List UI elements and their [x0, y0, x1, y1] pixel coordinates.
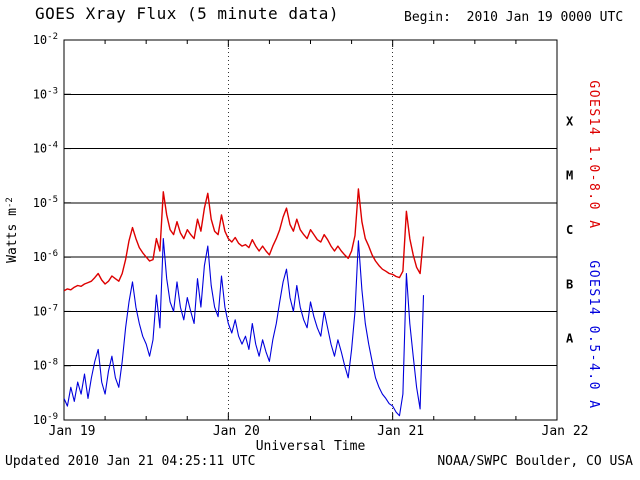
svg-text:10-2: 10-2 [33, 32, 58, 47]
svg-text:10-8: 10-8 [33, 358, 58, 373]
credit-label: NOAA/SWPC Boulder, CO USA [437, 454, 633, 469]
svg-text:Jan 22: Jan 22 [542, 424, 589, 439]
svg-text:GOES14 1.0-8.0 A: GOES14 1.0-8.0 A [586, 80, 601, 229]
svg-text:10-7: 10-7 [33, 303, 58, 318]
svg-text:10-3: 10-3 [33, 86, 58, 101]
svg-text:M: M [566, 169, 573, 183]
svg-text:10-5: 10-5 [33, 195, 58, 210]
svg-text:C: C [566, 223, 573, 237]
svg-text:10-6: 10-6 [33, 249, 58, 264]
svg-text:Jan 19: Jan 19 [49, 424, 96, 439]
svg-text:Universal Time: Universal Time [256, 439, 366, 454]
svg-text:B: B [566, 277, 573, 291]
begin-timestamp-label: Begin: 2010 Jan 19 0000 UTC [404, 10, 624, 25]
svg-text:10-4: 10-4 [33, 141, 58, 156]
svg-text:Watts m-2: Watts m-2 [5, 197, 20, 263]
svg-text:A: A [566, 332, 574, 346]
svg-text:X: X [566, 114, 574, 128]
svg-text:GOES14 0.5-4.0 A: GOES14 0.5-4.0 A [586, 260, 601, 409]
chart-title: GOES Xray Flux (5 minute data) [35, 4, 339, 23]
updated-timestamp: Updated 2010 Jan 21 04:25:11 UTC [5, 454, 256, 469]
svg-text:Jan 20: Jan 20 [213, 424, 260, 439]
svg-text:Jan 21: Jan 21 [377, 424, 424, 439]
